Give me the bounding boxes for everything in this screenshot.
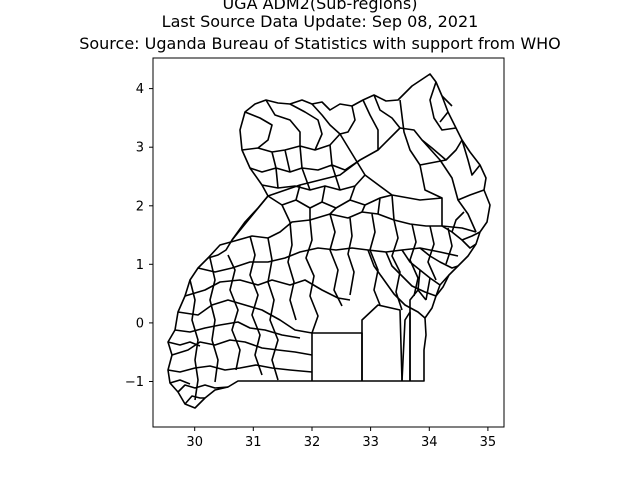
x-tick-label: 31	[245, 435, 262, 450]
x-tick-label: 34	[421, 435, 438, 450]
x-axis: 30 31 32 33 34 35	[186, 427, 496, 450]
northwest-districts	[241, 94, 401, 191]
x-tick-label: 33	[362, 435, 379, 450]
central-districts	[267, 184, 395, 223]
x-tick-label: 35	[480, 435, 497, 450]
west-district-lines	[167, 211, 477, 373]
vertical-district-lines	[189, 213, 453, 401]
north-divider-2	[339, 133, 443, 226]
northeast-line	[399, 99, 463, 166]
y-tick-label: 0	[136, 316, 144, 331]
karamoja-districts	[421, 81, 485, 201]
y-tick-label: −1	[125, 375, 144, 390]
x-tick-label: 30	[186, 435, 203, 450]
axes-frame	[152, 57, 505, 428]
southern-block-3	[401, 311, 411, 382]
x-tick-label: 32	[304, 435, 321, 450]
map-title-line-1: UGA ADM2(Sub-regions)	[222, 0, 418, 13]
y-tick-label: 2	[136, 199, 144, 214]
y-tick-label: 3	[136, 141, 144, 156]
y-tick-label: 4	[136, 82, 144, 97]
map-title-line-3: Source: Uganda Bureau of Statistics with…	[79, 34, 561, 53]
northeast-line-2	[419, 164, 443, 199]
uganda-regions	[167, 73, 491, 409]
y-tick-label: 1	[136, 258, 144, 273]
map-title-line-2: Last Source Data Update: Sep 08, 2021	[161, 12, 479, 31]
uganda-outline	[167, 73, 491, 409]
north-divider	[231, 127, 477, 241]
southern-block-2	[361, 304, 403, 382]
eastern-districts	[367, 211, 481, 319]
y-axis: 4 3 2 1 0 −1	[125, 82, 153, 390]
southern-block-1	[311, 332, 363, 381]
southwest-districts	[167, 341, 229, 405]
